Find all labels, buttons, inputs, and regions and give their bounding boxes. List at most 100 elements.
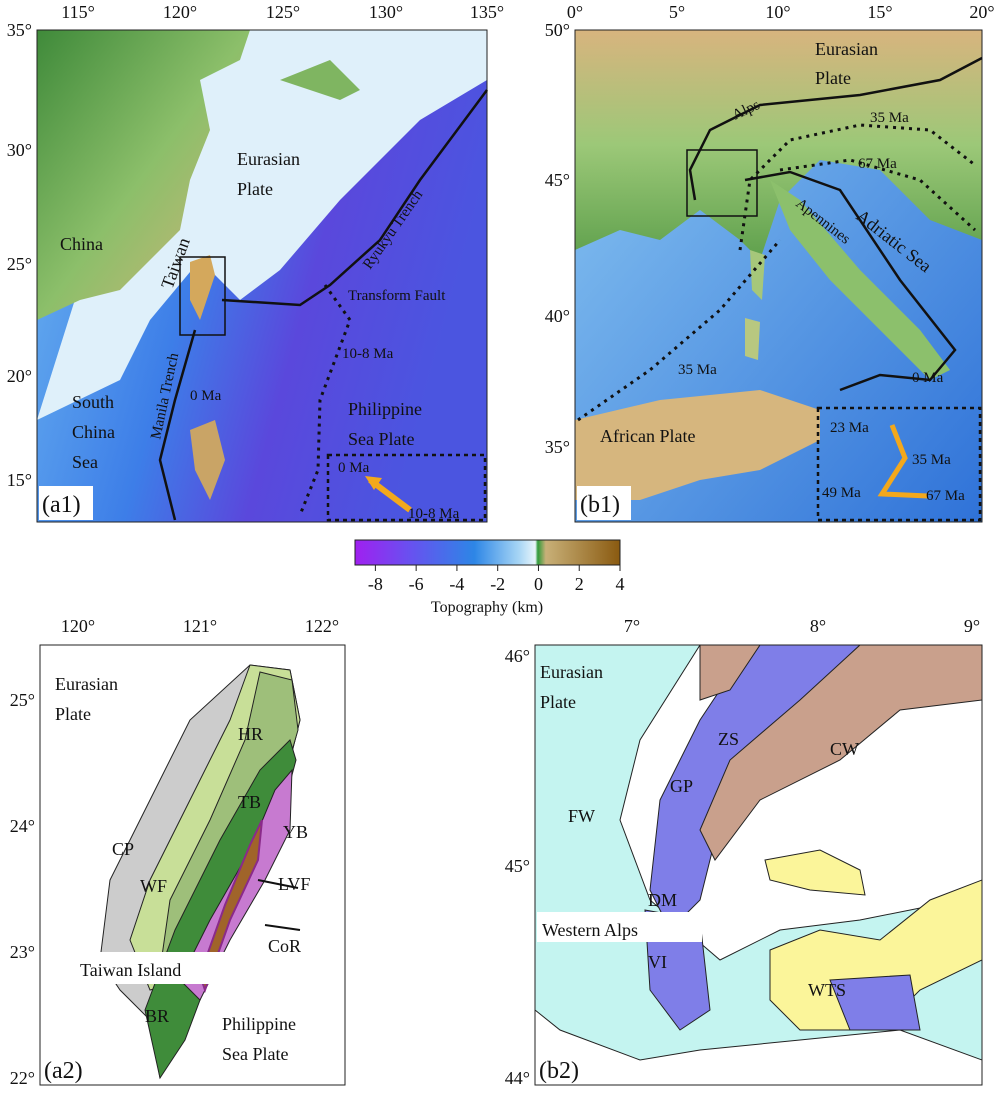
leader-line [257,879,301,931]
label: Western Alps [542,920,638,940]
label: Eurasian [55,674,118,694]
label: African Plate [600,426,695,446]
y-tick-label: 30° [7,140,32,160]
y-tick-label: 46° [505,646,530,666]
y-tick-label: 20° [7,366,32,386]
label: South [72,392,114,412]
label: Plate [815,68,851,88]
label: TB [238,792,261,812]
colorbar-ticks: -8 -6 -4 -2 0 2 4 [368,565,625,594]
x-tick-label: 120° [61,616,95,636]
label: China [72,422,115,442]
motion-path [877,424,929,499]
trench [688,56,983,201]
x-tick-label: 120° [163,2,197,22]
y-tick-label: 35° [7,20,32,40]
colorbar-tick-label: -4 [449,574,464,594]
x-tick-label: 7° [624,616,640,636]
label: 23 Ma [830,420,869,436]
map-b1 [575,30,982,522]
y-tick-label: 22° [10,1068,35,1088]
frame [36,29,488,523]
label: LVF [278,874,310,894]
x-tick-label: 10° [765,2,790,22]
label: Transform Fault [348,288,446,304]
label: WTS [808,980,846,1000]
panel-label: (a2) [44,1058,83,1084]
x-tick-label: 122° [305,616,339,636]
x-tick-label: 20° [969,2,994,22]
label: 67 Ma [858,156,897,172]
label: Philippine [348,399,422,419]
x-tick-label: 121° [183,616,217,636]
y-tick-label: 50° [545,20,570,40]
fault [298,284,352,516]
frame [39,644,346,1086]
label: Plate [55,704,91,724]
y-tick-label: 15° [7,470,32,490]
colorbar [354,539,621,566]
label: Sea Plate [222,1044,288,1064]
label: Plate [237,179,273,199]
x-tick-label: 15° [867,2,892,22]
x-tick-label: 5° [669,2,685,22]
label: 0 Ma [912,370,944,386]
label: 10-8 Ma [342,346,394,362]
b2-ticks: 7° 8° 9° 46° 45° 44° [505,616,980,1088]
label: VI [648,952,667,972]
label: YB [283,822,308,842]
colorbar-tick-label: -6 [409,574,424,594]
label: China [60,234,103,254]
y-tick-label: 23° [10,942,35,962]
panel-label: (b1) [580,492,620,518]
map-b2 [535,645,982,1085]
trench [221,89,489,307]
y-tick-label: 35° [545,437,570,457]
a2-ticks: 120° 121° 122° 25° 24° 23° 22° [10,616,339,1088]
fault [577,239,782,422]
x-tick-label: 9° [964,616,980,636]
x-tick-label: 8° [810,616,826,636]
y-tick-label: 24° [10,816,35,836]
panel-label-bg [577,486,631,520]
inset-box [686,149,758,217]
panel-label: (a1) [42,492,81,518]
x-tick-label: 115° [61,2,95,22]
label: 35 Ma [870,110,909,126]
label: Eurasian [815,39,878,59]
b2-labels: Eurasian Plate ZS CW GP FW DM Western Al… [537,662,859,1000]
x-tick-label: 130° [369,2,403,22]
y-tick-label: 45° [505,856,530,876]
y-tick-label: 45° [545,170,570,190]
label: 35 Ma [912,452,951,468]
label: 67 Ma [926,488,965,504]
panel-label-bg [39,486,93,520]
a1-ticks: 115° 120° 125° 130° 135° 35° 30° 25° 20°… [7,2,504,490]
label: DM [648,890,677,910]
frame [574,29,983,523]
colorbar-title: Topography (km) [431,599,543,616]
label: Philippine [222,1014,296,1034]
label: Plate [540,692,576,712]
frame [534,644,983,1086]
x-tick-label: 125° [266,2,300,22]
label: Sea Plate [348,429,414,449]
x-tick-label: 0° [567,2,583,22]
label: 49 Ma [822,485,861,501]
colorbar-tick-label: -8 [368,574,383,594]
label: 35 Ma [678,362,717,378]
colorbar-tick-label: 4 [616,574,625,594]
map-a1 [37,30,487,522]
label-bg [75,952,253,984]
colorbar-tick-label: 0 [534,574,543,594]
label: Sea [72,452,98,472]
label: GP [670,776,693,796]
trench [158,329,197,521]
label: HR [238,724,263,744]
arrow-head [365,476,382,490]
label: FW [568,806,595,826]
a2-labels: Eurasian Plate HR TB CP YB LVF WF CoR Ta… [55,674,310,1064]
label: CoR [268,936,301,956]
panel-label: (b2) [539,1058,579,1084]
b1-ticks: 0° 5° 10° 15° 20° 50° 45° 40° 35° [545,2,995,457]
